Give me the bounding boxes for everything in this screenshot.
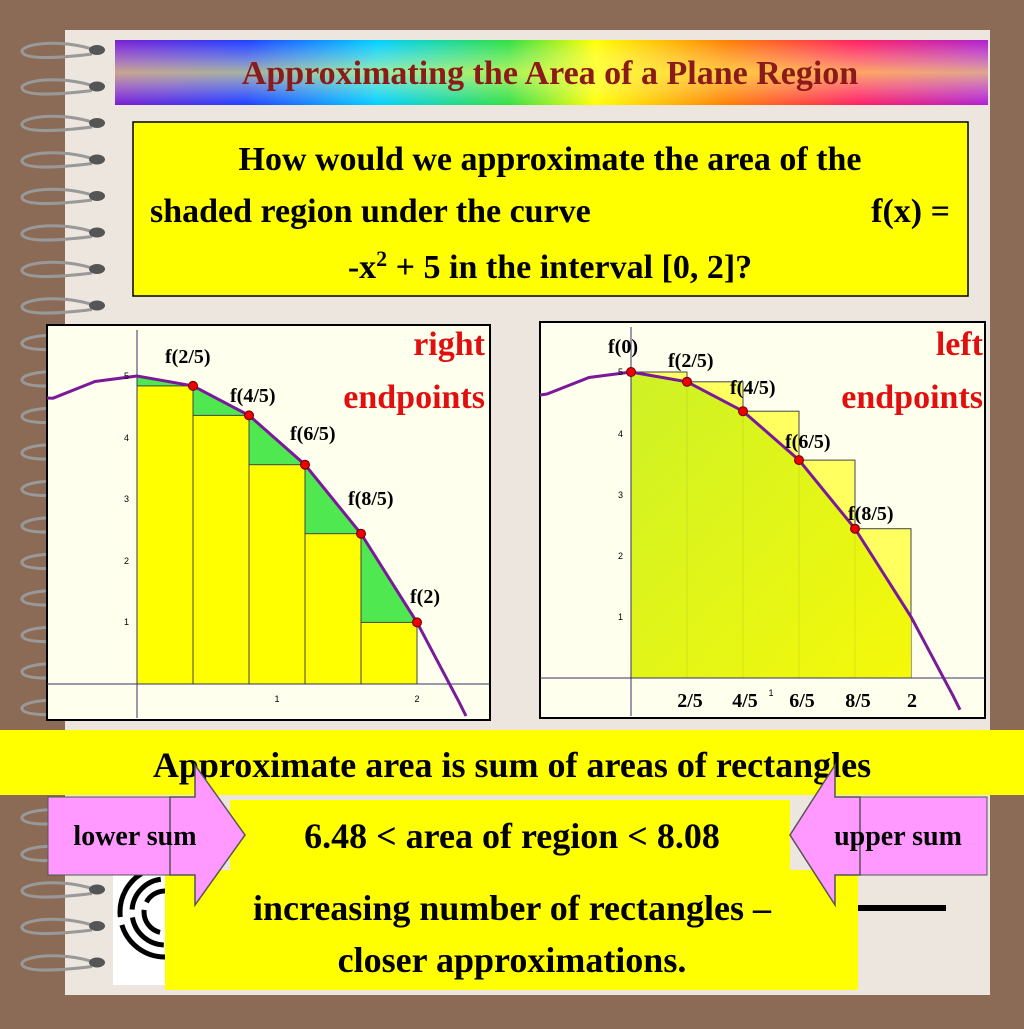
question-text: + 5 in the interval [0, 2]? — [387, 249, 752, 286]
tick-label: 1 — [274, 694, 279, 704]
caption: endpoints — [841, 379, 983, 416]
spiral — [20, 917, 96, 935]
superscript: 2 — [376, 246, 387, 271]
x-label: 2/5 — [677, 690, 703, 712]
point-label: f(8/5) — [348, 488, 394, 510]
question-line: shaded region under the curve — [150, 193, 591, 230]
question-line: -x2 + 5 in the interval [0, 2]? — [348, 246, 752, 286]
tick-label: 1 — [618, 612, 623, 622]
point — [738, 406, 748, 417]
tick-label: 4 — [124, 433, 129, 443]
title-glow — [115, 40, 988, 105]
point-label: f(8/5) — [848, 503, 894, 525]
conclusion: closer approximations. — [338, 940, 687, 980]
conclusion-box — [165, 870, 858, 990]
hole — [89, 191, 105, 201]
rectangle — [248, 464, 306, 685]
left-graph: f(2/5) f(4/5) f(6/5) f(8/5) f(2) right e… — [46, 324, 491, 721]
spiral — [20, 881, 96, 899]
question-function: f(x) = — [871, 193, 950, 230]
x-label: 6/5 — [789, 690, 815, 712]
tick-label: 2 — [414, 694, 419, 704]
x-label: 4/5 — [732, 690, 758, 712]
tick-label: 5 — [124, 371, 129, 381]
spiral — [20, 151, 96, 169]
x-label: 2 — [907, 690, 917, 712]
summary-band — [0, 730, 1024, 795]
caption: left — [936, 326, 984, 363]
hole — [89, 264, 105, 274]
hole — [89, 921, 105, 931]
icon-bg — [113, 860, 173, 985]
point-label: f(2/5) — [165, 346, 211, 368]
point — [188, 380, 198, 391]
caption: endpoints — [343, 379, 485, 416]
x-label: 8/5 — [845, 690, 871, 712]
tick-label: 2 — [124, 556, 129, 566]
spiral — [20, 78, 96, 96]
question-text: -x — [348, 249, 376, 286]
hole — [89, 884, 105, 895]
spiral — [20, 954, 96, 972]
point — [300, 459, 310, 470]
arrow — [169, 762, 246, 908]
tick-label: 3 — [124, 494, 129, 504]
tick-label: 4 — [618, 429, 623, 439]
point — [682, 376, 692, 387]
points — [188, 380, 422, 628]
hole — [89, 118, 105, 128]
inequality: 6.48 < area of region < 8.08 — [304, 816, 720, 856]
point-label: f(6/5) — [785, 431, 831, 453]
question-box — [132, 121, 969, 297]
spiral — [20, 224, 96, 242]
point — [356, 528, 366, 539]
point — [850, 523, 860, 534]
spiral — [20, 297, 96, 315]
point — [412, 617, 422, 628]
point — [244, 410, 254, 421]
rectangle — [192, 414, 250, 685]
right-graph: f(0) f(2/5) f(4/5) f(6/5) f(8/5) left en… — [539, 321, 986, 719]
spiral — [20, 260, 96, 278]
spiral — [20, 187, 96, 205]
rectangle — [360, 621, 418, 685]
point-label: f(0) — [608, 336, 638, 358]
spiral — [20, 114, 96, 132]
tick-label: 3 — [618, 490, 623, 500]
point-label: f(4/5) — [730, 377, 776, 399]
point-label: f(6/5) — [290, 423, 336, 445]
inequality-box — [230, 800, 790, 870]
point-label: f(2) — [410, 586, 440, 608]
caption: right — [413, 326, 485, 363]
rectangles — [136, 385, 418, 685]
points — [626, 367, 860, 534]
lower-sum: lower sum — [73, 821, 196, 852]
hole — [89, 81, 105, 92]
spiral — [20, 41, 96, 59]
upper-sum: upper sum — [834, 821, 962, 852]
point-label: f(2/5) — [668, 350, 714, 372]
question-line: How would we approximate the area of the — [239, 141, 862, 178]
hole — [89, 300, 105, 311]
hole — [89, 227, 105, 238]
tick-label: 5 — [618, 367, 623, 377]
hole — [89, 154, 105, 165]
hole — [89, 957, 105, 968]
hole — [89, 45, 105, 55]
conclusion: increasing number of rectangles – — [253, 888, 772, 928]
rectangle — [136, 385, 194, 685]
arrow — [789, 762, 861, 908]
tick-label: 1 — [124, 617, 129, 627]
point — [626, 367, 636, 377]
point — [794, 455, 804, 466]
rectangle — [304, 533, 362, 685]
point-label: f(4/5) — [230, 385, 276, 407]
tick-label: 1 — [768, 688, 773, 698]
summary: Approximate area is sum of areas of rect… — [153, 745, 871, 785]
title: Approximating the Area of a Plane Region — [242, 55, 858, 92]
tick-label: 2 — [618, 551, 623, 561]
region — [631, 372, 911, 678]
